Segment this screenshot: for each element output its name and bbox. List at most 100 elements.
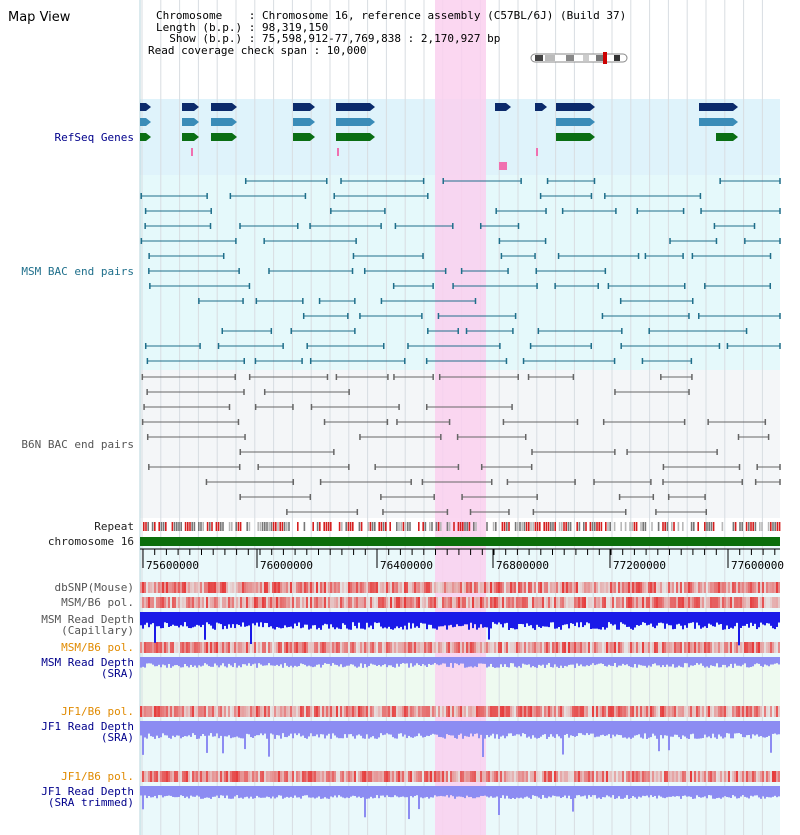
jf1-pol-cell xyxy=(316,706,318,717)
msm-pol-cell xyxy=(476,597,478,608)
jf1-depth-trimmed-bar xyxy=(564,786,566,796)
msm-pol-cell xyxy=(558,642,560,653)
track-label-b6n-bac[interactable]: B6N BAC end pairs xyxy=(21,438,134,451)
msm-pol-cell xyxy=(152,642,154,653)
msm-pol-cell xyxy=(322,642,324,653)
repeat-element xyxy=(316,522,319,531)
track-label-msm-depth-sra[interactable]: MSM Read Depth (SRA) xyxy=(41,657,134,679)
jf1-pol-cell xyxy=(724,706,726,717)
msm-pol-cell xyxy=(296,597,298,608)
msm-pol-cell xyxy=(242,597,244,608)
track-label-msm-b6-pol-1[interactable]: MSM/B6 pol. xyxy=(61,596,134,609)
track-label-jf1-depth-sra[interactable]: JF1 Read Depth (SRA) xyxy=(41,721,134,743)
jf1-pol-cell xyxy=(758,706,760,717)
msm-pol-cell xyxy=(408,642,410,653)
jf1-pol-cell xyxy=(478,771,480,782)
jf1-pol-cell xyxy=(244,706,246,717)
msm-pol-cell xyxy=(636,642,638,653)
jf1-pol-cell xyxy=(332,771,334,782)
msm-pol-cell xyxy=(576,642,578,653)
track-label-jf1-b6-pol-2[interactable]: JF1/B6 pol. xyxy=(61,770,134,783)
jf1-pol-cell xyxy=(592,771,594,782)
jf1-pol-cell xyxy=(548,706,550,717)
msm-pol-cell xyxy=(250,642,252,653)
jf1-pol-cell xyxy=(208,771,210,782)
repeat-element xyxy=(464,522,466,531)
track-label-jf1-depth-trimmed[interactable]: JF1 Read Depth (SRA trimmed) xyxy=(41,786,134,808)
msm-pol-cell xyxy=(324,642,326,653)
msm-depth-sra-bar xyxy=(320,657,322,668)
jf1-depth-trimmed-bar xyxy=(516,786,518,798)
dbsnp-cell xyxy=(354,582,356,593)
repeat-element xyxy=(369,522,372,531)
jf1-depth-trimmed-bar xyxy=(720,786,722,799)
msm-pol-cell xyxy=(366,597,368,608)
msm-pol-cell xyxy=(322,597,324,608)
jf1-pol-cell xyxy=(330,706,332,717)
msm-depth-capillary-bar xyxy=(710,612,712,625)
jf1-pol-cell xyxy=(192,771,194,782)
msm-depth-sra-bar xyxy=(152,657,154,665)
jf1-pol-cell xyxy=(232,771,234,782)
msm-pol-cell xyxy=(182,642,184,653)
jf1-depth-sra-bar xyxy=(428,721,430,737)
repeat-element xyxy=(734,522,737,531)
jf1-depth-sra-bar xyxy=(154,721,156,739)
jf1-depth-trimmed-bar xyxy=(634,786,636,798)
track-label-dbsnp[interactable]: dbSNP(Mouse) xyxy=(54,581,134,594)
jf1-depth-sra-bar xyxy=(190,721,192,737)
msm-pol-cell xyxy=(724,642,726,653)
jf1-depth-sra-bar xyxy=(642,721,644,739)
jf1-depth-sra-bar xyxy=(514,721,516,736)
msm-pol-cell xyxy=(504,597,506,608)
track-label-repeat[interactable]: Repeat xyxy=(94,520,134,533)
msm-depth-sra-bar xyxy=(176,657,178,666)
jf1-pol-cell xyxy=(596,706,598,717)
track-label-chromosome[interactable]: chromosome 16 xyxy=(47,535,134,548)
msm-depth-sra-bar xyxy=(378,657,380,665)
msm-depth-sra-bar xyxy=(194,657,196,666)
jf1-depth-sra-bar xyxy=(192,721,194,734)
track-label-msm-depth-capillary[interactable]: MSM Read Depth (Capillary) xyxy=(41,614,134,636)
jf1-depth-trimmed-bar xyxy=(194,786,196,797)
jf1-depth-sra-bar xyxy=(746,721,748,736)
jf1-pol-cell xyxy=(650,706,652,717)
msm-pol-cell xyxy=(510,642,512,653)
jf1-depth-sra-bar xyxy=(324,721,326,739)
jf1-depth-sra-bar xyxy=(742,721,744,738)
track-label-jf1-b6-pol-1[interactable]: JF1/B6 pol. xyxy=(61,705,134,718)
jf1-pol-cell xyxy=(172,771,174,782)
track-label-refseq-genes[interactable]: RefSeq Genes xyxy=(54,131,134,144)
jf1-pol-cell xyxy=(264,706,266,717)
jf1-pol-cell xyxy=(566,771,568,782)
msm-depth-sra-bar xyxy=(452,657,454,668)
repeat-element xyxy=(404,522,407,531)
msm-depth-capillary-bar xyxy=(176,612,178,626)
track-label-msm-bac[interactable]: MSM BAC end pairs xyxy=(21,265,134,278)
msm-pol-cell xyxy=(680,642,682,653)
msm-pol-cell xyxy=(536,597,538,608)
jf1-pol-cell xyxy=(734,771,736,782)
track-label-msm-b6-pol-2[interactable]: MSM/B6 pol. xyxy=(61,641,134,654)
dbsnp-cell xyxy=(468,582,470,593)
dbsnp-cell xyxy=(536,582,538,593)
jf1-pol-cell xyxy=(608,706,610,717)
jf1-pol-cell xyxy=(234,706,236,717)
dbsnp-cell xyxy=(728,582,730,593)
msm-pol-cell xyxy=(702,597,704,608)
jf1-depth-trimmed-bar xyxy=(414,786,416,796)
msm-pol-cell xyxy=(528,597,530,608)
jf1-pol-cell xyxy=(372,771,374,782)
msm-depth-capillary-bar xyxy=(248,612,250,626)
dbsnp-cell xyxy=(714,582,716,593)
jf1-pol-cell xyxy=(378,706,380,717)
dbsnp-cell xyxy=(762,582,764,593)
msm-depth-sra-bar xyxy=(662,657,664,666)
msm-depth-sra-bar xyxy=(498,657,500,668)
dbsnp-cell xyxy=(700,582,702,593)
msm-depth-capillary-bar xyxy=(172,612,174,625)
jf1-depth-trimmed-bar xyxy=(286,786,288,797)
jf1-depth-trimmed-bar xyxy=(280,786,282,796)
gene-strand-arrow xyxy=(310,118,315,126)
